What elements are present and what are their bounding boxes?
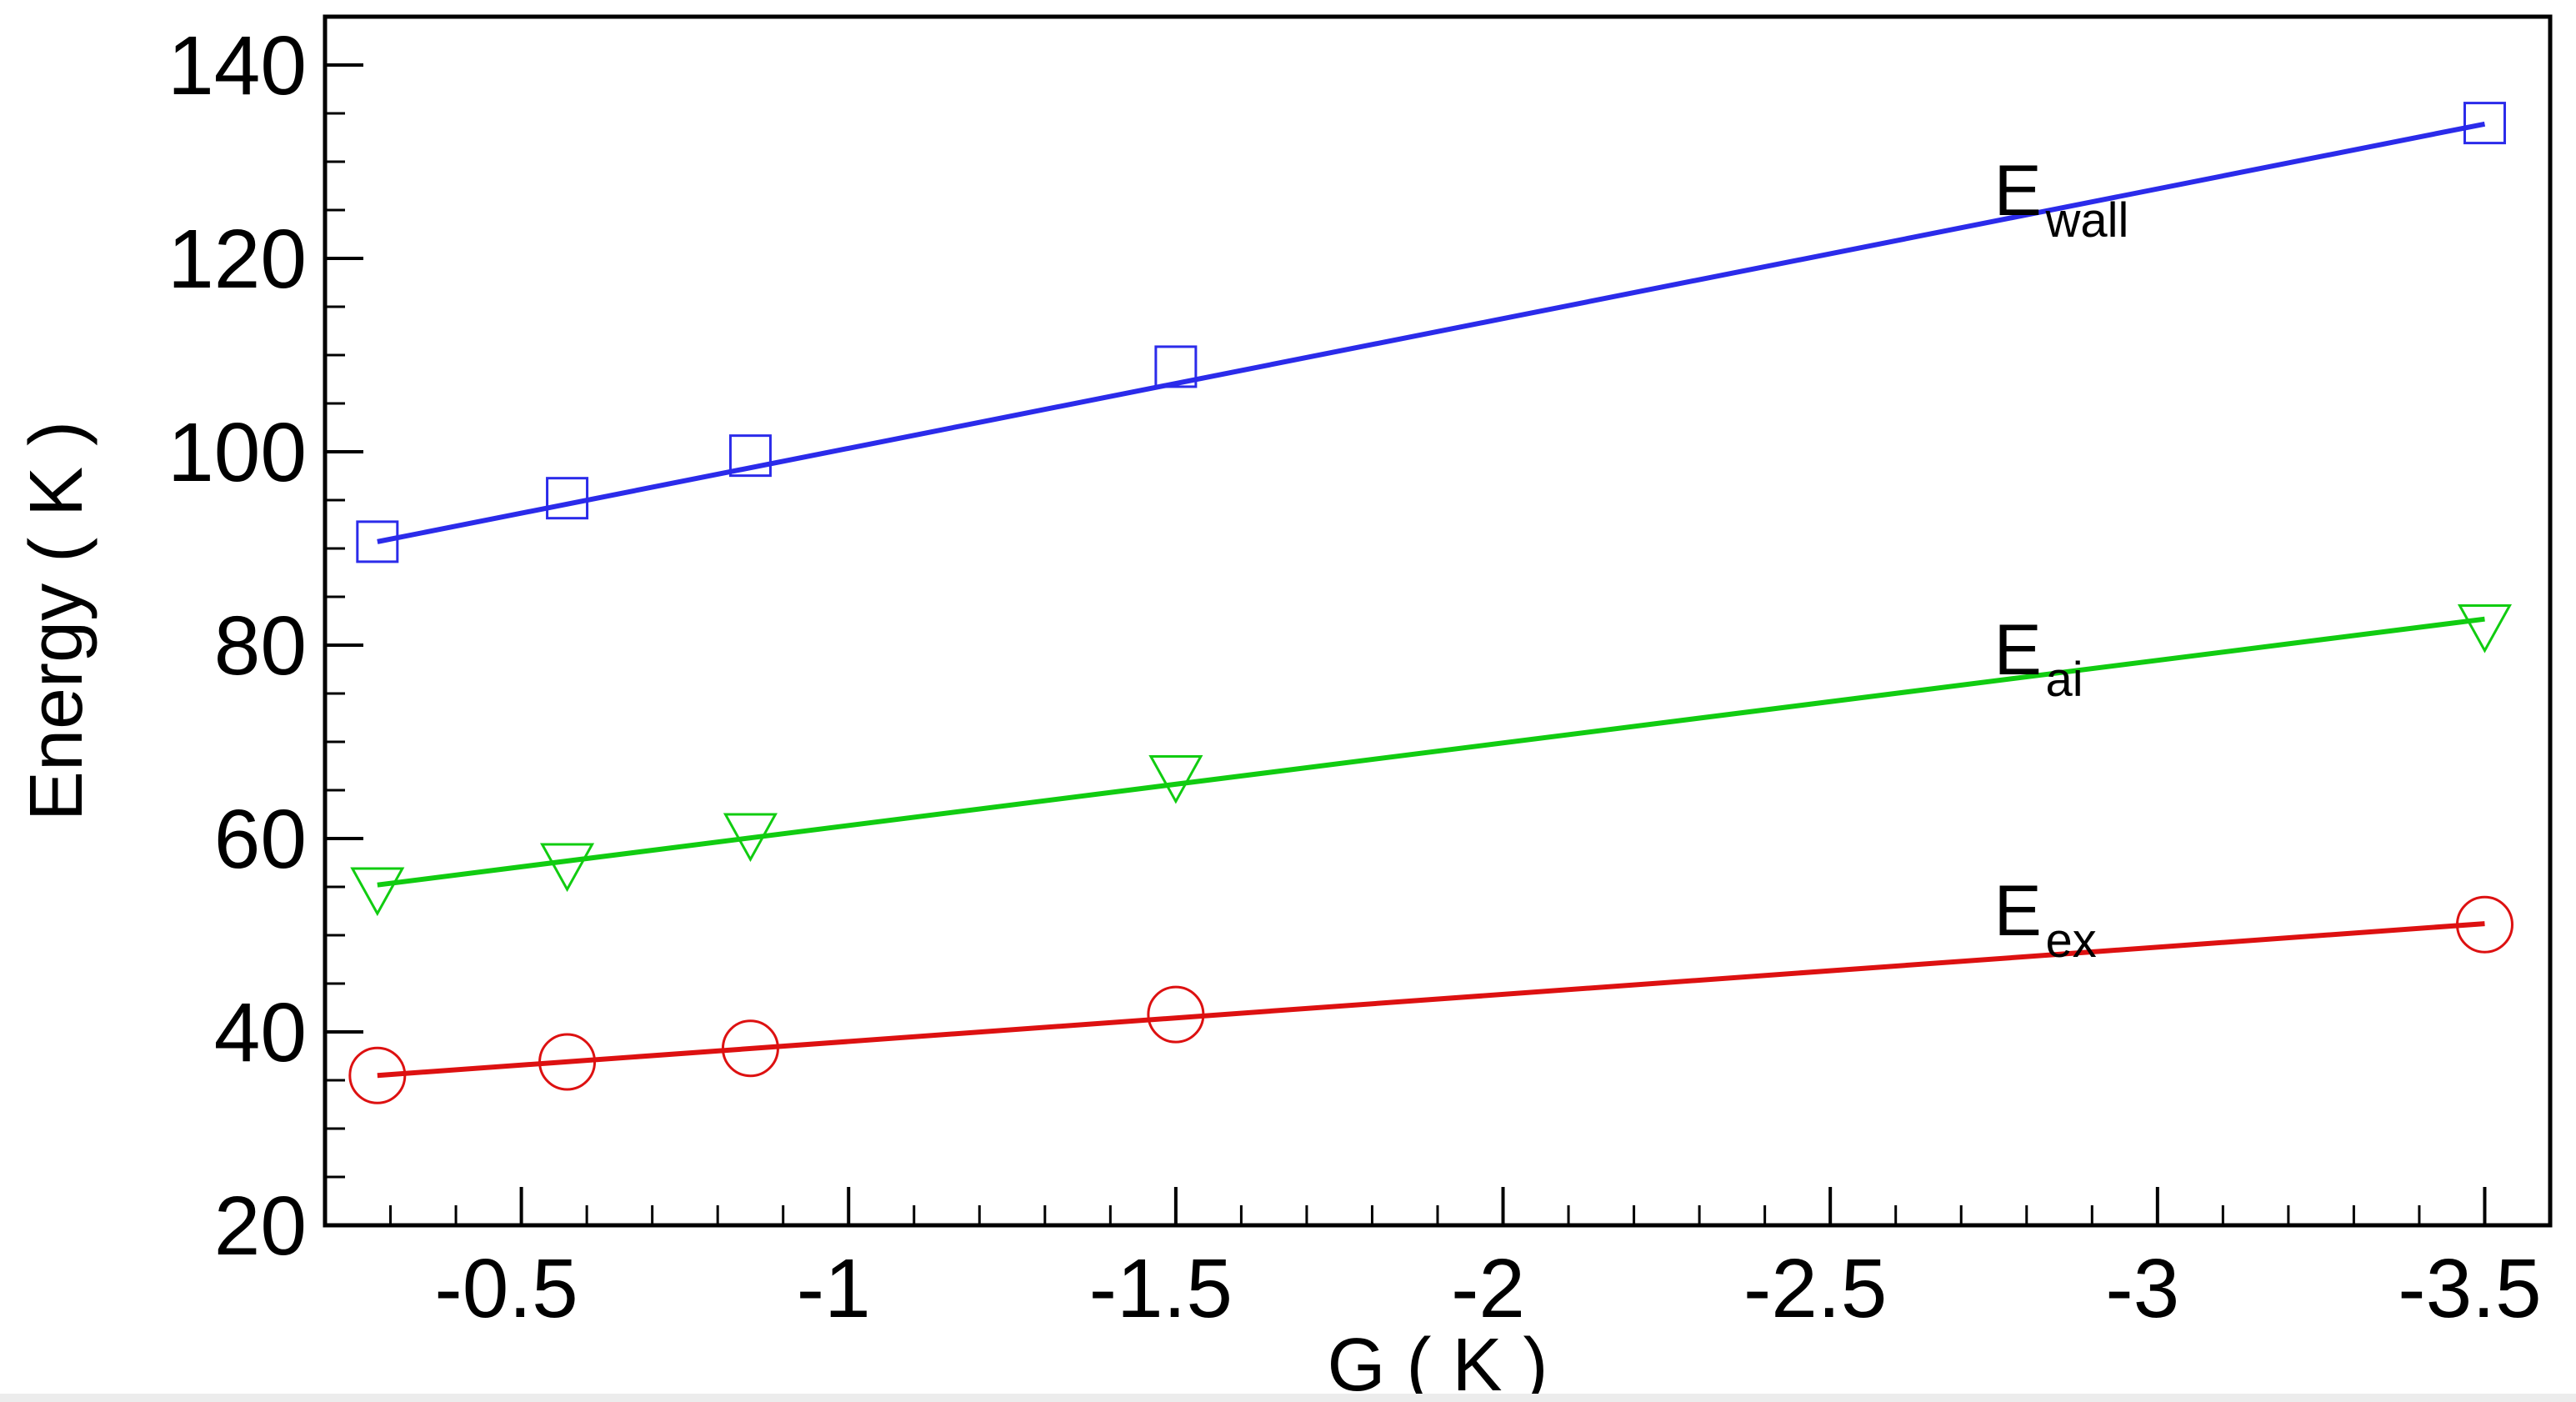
x-tick-label: -1.5: [1089, 1242, 1233, 1335]
minor-ticks: [323, 15, 2552, 1227]
x-tick-label: -1: [797, 1242, 871, 1335]
x-tick-labels: -0.5 -1 -1.5 -2 -2.5 -3 -3.5: [434, 1242, 2541, 1335]
series-label-ex-main: E: [1994, 871, 2042, 951]
x-tick-label: -2.5: [1743, 1242, 1887, 1335]
marker-square: [1154, 345, 1198, 388]
series-label-wall-main: E: [1994, 151, 2042, 231]
marker-circle: [348, 1046, 407, 1104]
y-tick-labels: 20 40 60 80 100 120 140: [168, 19, 307, 1273]
marker-square: [546, 477, 589, 520]
marker-circle: [1147, 985, 1205, 1044]
major-ticks: [325, 63, 2487, 1227]
fit-line-ex: [377, 921, 2485, 1079]
y-axis-title: Energy ( K ): [15, 421, 98, 821]
y-tick-label: 60: [214, 793, 307, 886]
marker-triangle: [1148, 754, 1203, 804]
series-label-ex-sub: ex: [2046, 914, 2097, 968]
bottom-strip: [0, 1394, 2576, 1402]
series-label-ai-sub: ai: [2046, 653, 2083, 707]
fit-line-wall: [377, 121, 2486, 544]
marker-circle: [2455, 895, 2513, 954]
y-tick-label: 40: [214, 986, 307, 1079]
marker-square: [356, 520, 399, 563]
series-wall: [356, 102, 2506, 563]
marker-triangle: [723, 813, 778, 863]
x-tick-label: -3: [2105, 1242, 2179, 1335]
y-tick-label: 20: [214, 1179, 307, 1273]
marker-circle: [721, 1019, 779, 1078]
y-tick-label: 80: [214, 599, 307, 693]
x-tick-label: -2: [1451, 1242, 1525, 1335]
marker-square: [728, 434, 772, 478]
marker-triangle: [2457, 603, 2513, 653]
series-layer: [348, 102, 2513, 1104]
x-axis-title: G ( K ): [1328, 1324, 1548, 1402]
y-tick-label: 140: [168, 19, 307, 113]
y-tick-label: 100: [168, 406, 307, 499]
y-tick-label: 120: [168, 213, 307, 306]
series-label-wall-sub: wall: [2045, 193, 2129, 248]
marker-square: [2463, 102, 2506, 145]
series-label-ai-main: E: [1994, 610, 2042, 690]
marker-circle: [538, 1033, 597, 1091]
marker-triangle: [350, 867, 405, 917]
marker-triangle: [540, 843, 595, 893]
fit-line-ai: [377, 616, 2485, 888]
plot-frame: [323, 14, 2553, 1228]
series-ai: [350, 603, 2513, 917]
series-ex: [348, 895, 2513, 1104]
x-tick-label: -3.5: [2398, 1242, 2541, 1335]
x-tick-label: -0.5: [434, 1242, 578, 1335]
